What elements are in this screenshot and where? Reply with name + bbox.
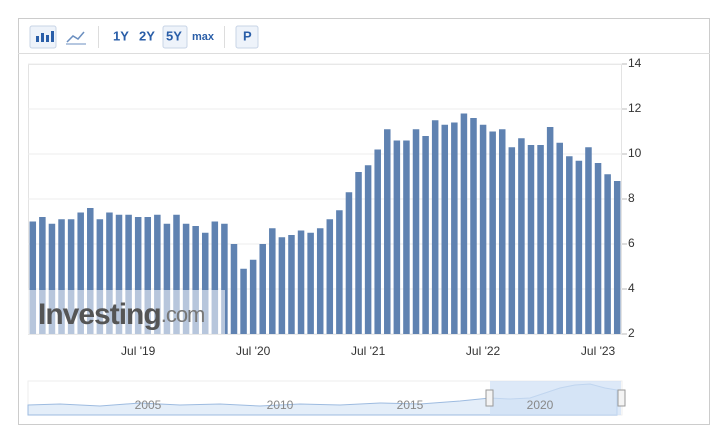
y-tick-label: 14: [628, 56, 642, 70]
x-tick-label: Jul '19: [121, 344, 156, 358]
bar: [29, 221, 37, 334]
bar: [422, 136, 429, 334]
bar: [604, 174, 611, 334]
bar: [489, 131, 496, 334]
bar: [326, 219, 334, 334]
bar: [288, 235, 295, 334]
bar: [479, 124, 487, 334]
y-tick-label: 2: [628, 326, 635, 340]
p-button[interactable]: P: [243, 28, 252, 43]
bar: [134, 217, 142, 334]
bar: [498, 129, 506, 334]
y-tick-label: 10: [628, 146, 642, 160]
bar: [508, 147, 516, 334]
bar: [163, 223, 171, 334]
bar: [556, 142, 563, 334]
bar: [470, 118, 477, 334]
bar: [182, 223, 190, 334]
watermark-fade: [28, 290, 225, 334]
bar: [384, 129, 391, 334]
bar: [230, 244, 238, 334]
bar: [518, 138, 525, 334]
bar: [67, 219, 75, 334]
bar: [125, 214, 132, 334]
bar: [585, 147, 592, 334]
bar: [154, 214, 161, 334]
bar: [374, 149, 381, 334]
bar: [115, 214, 123, 334]
bar: [451, 122, 458, 334]
bar: [221, 223, 228, 334]
navigator: [27, 380, 626, 416]
navigator-label: 2005: [135, 398, 162, 412]
bar: [336, 210, 343, 334]
active-range-bg: [162, 25, 188, 49]
x-tick-label: Jul '21: [351, 344, 386, 358]
bar: [460, 113, 468, 334]
range-button[interactable]: 5Y: [166, 28, 182, 43]
x-tick-label: Jul '23: [581, 344, 616, 358]
bar: [58, 219, 65, 334]
y-tick-label: 6: [628, 236, 635, 250]
range-button[interactable]: 1Y: [113, 28, 129, 43]
bar: [613, 181, 621, 334]
navigator-label: 2015: [397, 398, 424, 412]
navigator-label: 2020: [527, 398, 554, 412]
p-button-bg: [235, 25, 259, 49]
bar: [297, 230, 305, 334]
bar: [106, 212, 113, 334]
bar: [412, 129, 420, 334]
x-tick-label: Jul '20: [236, 344, 271, 358]
bar: [77, 212, 84, 334]
watermark: Investing.com: [38, 298, 204, 331]
frame: [18, 18, 710, 425]
x-tick-label: Jul '22: [466, 344, 501, 358]
bar: [403, 140, 410, 334]
bar: [575, 160, 583, 334]
bar: [39, 217, 46, 334]
bar: [269, 228, 276, 334]
range-button[interactable]: 2Y: [139, 28, 155, 43]
bar: [192, 226, 199, 334]
bar: [96, 219, 104, 334]
bar-icon[interactable]: [29, 25, 57, 49]
bar: [441, 124, 449, 334]
bar: [364, 165, 372, 334]
bar: [316, 228, 324, 334]
bar: [307, 232, 314, 334]
bar: [546, 127, 554, 334]
bar: [278, 237, 286, 334]
bar: [173, 214, 180, 334]
y-tick-label: 4: [628, 281, 635, 295]
bar: [393, 140, 401, 334]
bar: [211, 221, 219, 334]
bar: [527, 145, 535, 334]
bar: [345, 192, 353, 334]
navigator-label: 2010: [267, 398, 294, 412]
bar: [144, 217, 152, 334]
y-tick-label: 8: [628, 191, 635, 205]
bar: [594, 163, 602, 334]
bar: [355, 172, 362, 334]
bar: [259, 244, 266, 334]
line-icon[interactable]: [66, 31, 86, 45]
bar: [249, 259, 257, 334]
y-tick-label: 12: [628, 101, 642, 115]
bar: [48, 223, 56, 334]
bar: [87, 208, 94, 334]
bar: [566, 156, 573, 334]
bar: [240, 268, 247, 334]
bar: [537, 145, 544, 334]
range-button[interactable]: max: [192, 31, 215, 43]
bar: [431, 120, 439, 334]
plot: 2 4 6 8 10 12 14 Jul '19 Jul '20 Jul '21 Jul '22 Ju…: [28, 56, 642, 358]
bar: [201, 232, 209, 334]
